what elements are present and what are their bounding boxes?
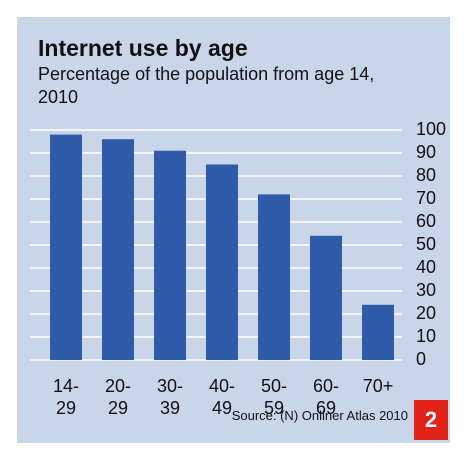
y-tick-label: 50 [416,234,436,254]
bar [50,134,82,360]
y-tick-label: 100 [416,119,446,139]
source: Source: (N) Onliner Atlas 2010 [232,408,408,423]
bar [258,194,290,360]
y-tick-label: 20 [416,303,436,323]
bar [310,235,342,360]
x-tick-label: 40-49 [209,376,235,418]
y-tick-label: 10 [416,326,436,346]
y-tick-label: 80 [416,165,436,185]
y-tick-label: 40 [416,257,436,277]
x-tick-label: 20-29 [105,376,131,418]
y-tick-label: 30 [416,280,436,300]
x-tick-label: 14-29 [53,376,79,418]
y-tick-label: 70 [416,188,436,208]
bar [206,164,238,360]
y-tick-label: 90 [416,142,436,162]
badge-bg [414,400,448,440]
bar [362,304,394,360]
x-tick-label: 30-39 [157,376,183,418]
y-tick-label: 60 [416,211,436,231]
x-tick-label: 50-59 [261,376,287,418]
bar [154,150,186,360]
title: Internet use by age [38,35,248,61]
bar [102,139,134,360]
x-tick-label: 60-69 [313,376,339,418]
x-tick-label: 70+ [363,376,394,396]
subtitle: Percentage of the population from age 14… [38,64,374,107]
y-tick-label: 0 [416,349,426,369]
badge: 2 [425,407,437,432]
